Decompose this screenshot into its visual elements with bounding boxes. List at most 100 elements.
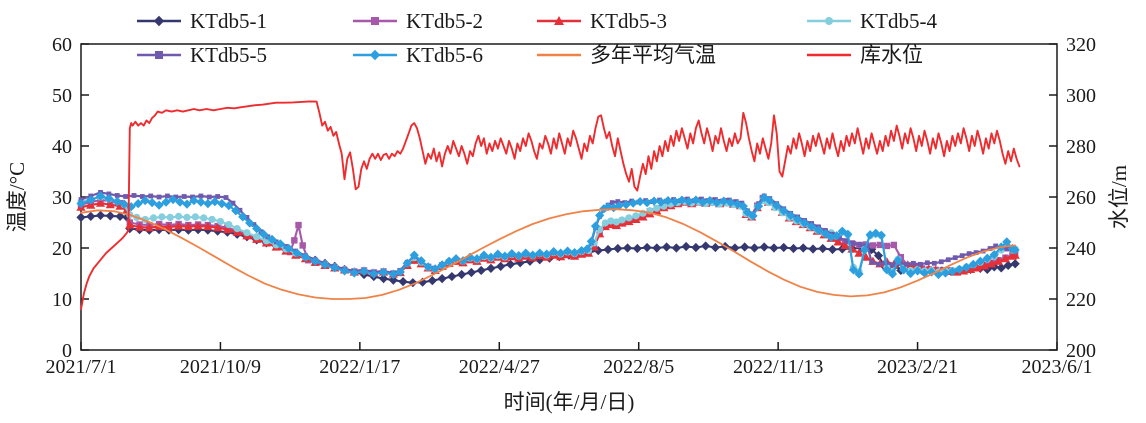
legend-marker-KTdb5-2 bbox=[371, 17, 379, 25]
series-marker-KTdb5-6 bbox=[586, 236, 596, 246]
series-marker-KTdb5-6 bbox=[793, 214, 803, 225]
series-marker-KTdb5-5 bbox=[114, 193, 120, 198]
series-marker-KTdb5-1 bbox=[398, 277, 408, 287]
series-marker-KTdb5-4 bbox=[149, 214, 158, 222]
series-marker-KTdb5-1 bbox=[701, 241, 711, 251]
series-marker-KTdb5-1 bbox=[873, 251, 884, 261]
legend-item-KTdb5-6: KTdb5-6 bbox=[353, 43, 483, 67]
legend-label-KTdb5-5: KTdb5-5 bbox=[190, 43, 267, 67]
x-axis-tick-label: 2023/6/1 bbox=[1021, 356, 1092, 378]
series-marker-KTdb5-6 bbox=[479, 250, 489, 260]
series-marker-KTdb5-6 bbox=[940, 268, 951, 278]
series-marker-KTdb5-6 bbox=[656, 197, 666, 207]
series-marker-KTdb5-6 bbox=[599, 204, 609, 214]
series-marker-KTdb5-5 bbox=[973, 250, 979, 255]
series-marker-KTdb5-6 bbox=[779, 206, 789, 216]
series-marker-KTdb5-5 bbox=[890, 262, 895, 268]
series-marker-KTdb5-5 bbox=[993, 243, 999, 249]
series-marker-KTdb5-2 bbox=[869, 242, 877, 249]
series-marker-KTdb5-1 bbox=[632, 243, 642, 254]
series-marker-KTdb5-5 bbox=[165, 193, 170, 199]
right-axis-title: 水位/m bbox=[1107, 165, 1131, 229]
series-marker-KTdb5-1 bbox=[515, 258, 525, 268]
series-marker-KTdb5-6 bbox=[182, 199, 192, 209]
series-marker-KTdb5-6 bbox=[887, 269, 898, 279]
series-marker-KTdb5-4 bbox=[158, 213, 166, 221]
series-marker-KTdb5-6 bbox=[388, 269, 398, 280]
series-marker-KTdb5-6 bbox=[507, 249, 517, 259]
series-marker-KTdb5-6 bbox=[245, 218, 255, 228]
series-marker-KTdb5-6 bbox=[649, 196, 659, 206]
series-marker-KTdb5-5 bbox=[609, 200, 615, 206]
series-marker-KTdb5-3 bbox=[203, 221, 213, 231]
series-marker-KTdb5-3 bbox=[105, 200, 115, 209]
legend-item-库水位: 库水位 bbox=[807, 43, 923, 67]
x-axis-tick-label: 2023/2/21 bbox=[877, 356, 958, 378]
series-marker-KTdb5-6 bbox=[378, 267, 389, 278]
series-marker-KTdb5-4 bbox=[216, 217, 225, 226]
x-axis-tick-label: 2021/10/9 bbox=[180, 356, 261, 378]
series-marker-KTdb5-6 bbox=[719, 196, 729, 206]
left-axis-tick-label: 30 bbox=[52, 187, 72, 209]
series-marker-KTdb5-6 bbox=[899, 265, 909, 275]
series-marker-KTdb5-6 bbox=[189, 195, 199, 206]
series-marker-KTdb5-6 bbox=[521, 248, 531, 258]
series-marker-KTdb5-6 bbox=[161, 197, 171, 207]
series-marker-KTdb5-1 bbox=[818, 243, 828, 254]
series-marker-KTdb5-2 bbox=[299, 242, 306, 249]
series-marker-KTdb5-6 bbox=[423, 262, 433, 272]
series-marker-KTdb5-1 bbox=[798, 243, 808, 253]
series-marker-KTdb5-5 bbox=[181, 194, 187, 199]
series-marker-KTdb5-6 bbox=[542, 249, 552, 259]
series-marker-KTdb5-4 bbox=[208, 215, 216, 224]
series-marker-KTdb5-6 bbox=[691, 195, 701, 205]
series-marker-KTdb5-6 bbox=[217, 199, 227, 209]
series-marker-KTdb5-6 bbox=[876, 230, 886, 240]
series-marker-KTdb5-6 bbox=[402, 258, 412, 268]
series-marker-KTdb5-5 bbox=[904, 261, 909, 267]
series-marker-KTdb5-4 bbox=[618, 216, 626, 224]
right-axis-tick-label: 200 bbox=[1066, 340, 1096, 362]
series-marker-KTdb5-6 bbox=[203, 199, 213, 209]
legend-item-多年平均气温: 多年平均气温 bbox=[537, 43, 716, 67]
series-marker-KTdb5-1 bbox=[1010, 259, 1020, 269]
series-marker-KTdb5-5 bbox=[139, 194, 145, 199]
legend-item-KTdb5-3: KTdb5-3 bbox=[537, 9, 667, 33]
series-marker-KTdb5-6 bbox=[975, 256, 985, 266]
x-axis-tick-label: 2022/11/13 bbox=[733, 356, 823, 378]
series-marker-KTdb5-6 bbox=[310, 256, 320, 266]
series-marker-KTdb5-6 bbox=[614, 201, 624, 211]
series-marker-KTdb5-1 bbox=[418, 277, 428, 287]
legend-label-KTdb5-6: KTdb5-6 bbox=[406, 43, 483, 67]
x-axis: 2021/7/1 2021/10/9 2022/1/17 2022/4/27 2022/… bbox=[45, 342, 1093, 378]
series-marker-KTdb5-6 bbox=[926, 267, 937, 277]
series-marker-KTdb5-6 bbox=[210, 196, 220, 207]
legend-label-KTdb5-3: KTdb5-3 bbox=[590, 9, 667, 33]
series-marker-KTdb5-1 bbox=[691, 242, 701, 253]
series-marker-KTdb5-1 bbox=[759, 242, 769, 252]
series-marker-KTdb5-6 bbox=[989, 250, 999, 260]
series-marker-KTdb5-5 bbox=[966, 251, 972, 257]
legend-marker-KTdb5-3 bbox=[554, 16, 564, 25]
series-marker-KTdb5-6 bbox=[854, 269, 864, 279]
series-marker-KTdb5-6 bbox=[569, 247, 580, 258]
series-marker-KTdb5-5 bbox=[938, 259, 944, 265]
series-marker-KTdb5-6 bbox=[359, 266, 369, 277]
series-marker-KTdb5-4 bbox=[601, 219, 609, 227]
series-marker-KTdb5-6 bbox=[133, 199, 143, 209]
series-marker-KTdb5-3 bbox=[1010, 250, 1020, 259]
series-marker-KTdb5-3 bbox=[193, 221, 203, 230]
series-marker-KTdb5-5 bbox=[876, 261, 881, 267]
x-axis-tick-label: 2022/1/17 bbox=[319, 356, 400, 378]
series-多年平均气温 bbox=[80, 208, 1017, 300]
series-marker-KTdb5-5 bbox=[173, 194, 179, 200]
series-marker-KTdb5-5 bbox=[959, 253, 965, 259]
series-marker-KTdb5-5 bbox=[952, 255, 958, 261]
legend-label-多年平均气温: 多年平均气温 bbox=[590, 43, 716, 67]
series-marker-KTdb5-5 bbox=[945, 257, 951, 263]
series-marker-KTdb5-6 bbox=[369, 269, 379, 279]
series-marker-KTdb5-1 bbox=[466, 267, 476, 278]
legend-label-库水位: 库水位 bbox=[860, 43, 923, 67]
series-marker-KTdb5-6 bbox=[765, 195, 775, 206]
